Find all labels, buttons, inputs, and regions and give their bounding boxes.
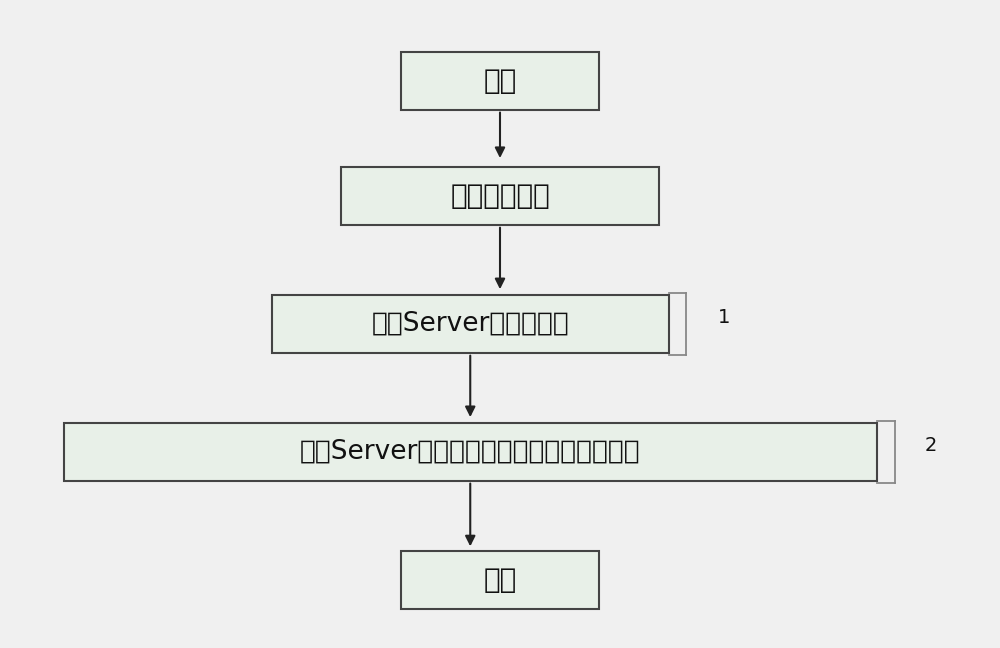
Text: 1: 1 [718,308,731,327]
Text: 2: 2 [924,436,937,455]
FancyBboxPatch shape [401,551,599,608]
FancyBboxPatch shape [341,167,659,225]
Text: 根据Server下发的命令进行配置或信息上报: 根据Server下发的命令进行配置或信息上报 [300,439,641,465]
Text: 加入集中管理: 加入集中管理 [450,182,550,210]
Text: 读取Server下发的命令: 读取Server下发的命令 [371,311,569,337]
Text: 开启: 开启 [483,67,517,95]
FancyBboxPatch shape [401,52,599,110]
Text: 结束: 结束 [483,566,517,594]
FancyBboxPatch shape [64,423,877,481]
FancyBboxPatch shape [272,295,669,353]
